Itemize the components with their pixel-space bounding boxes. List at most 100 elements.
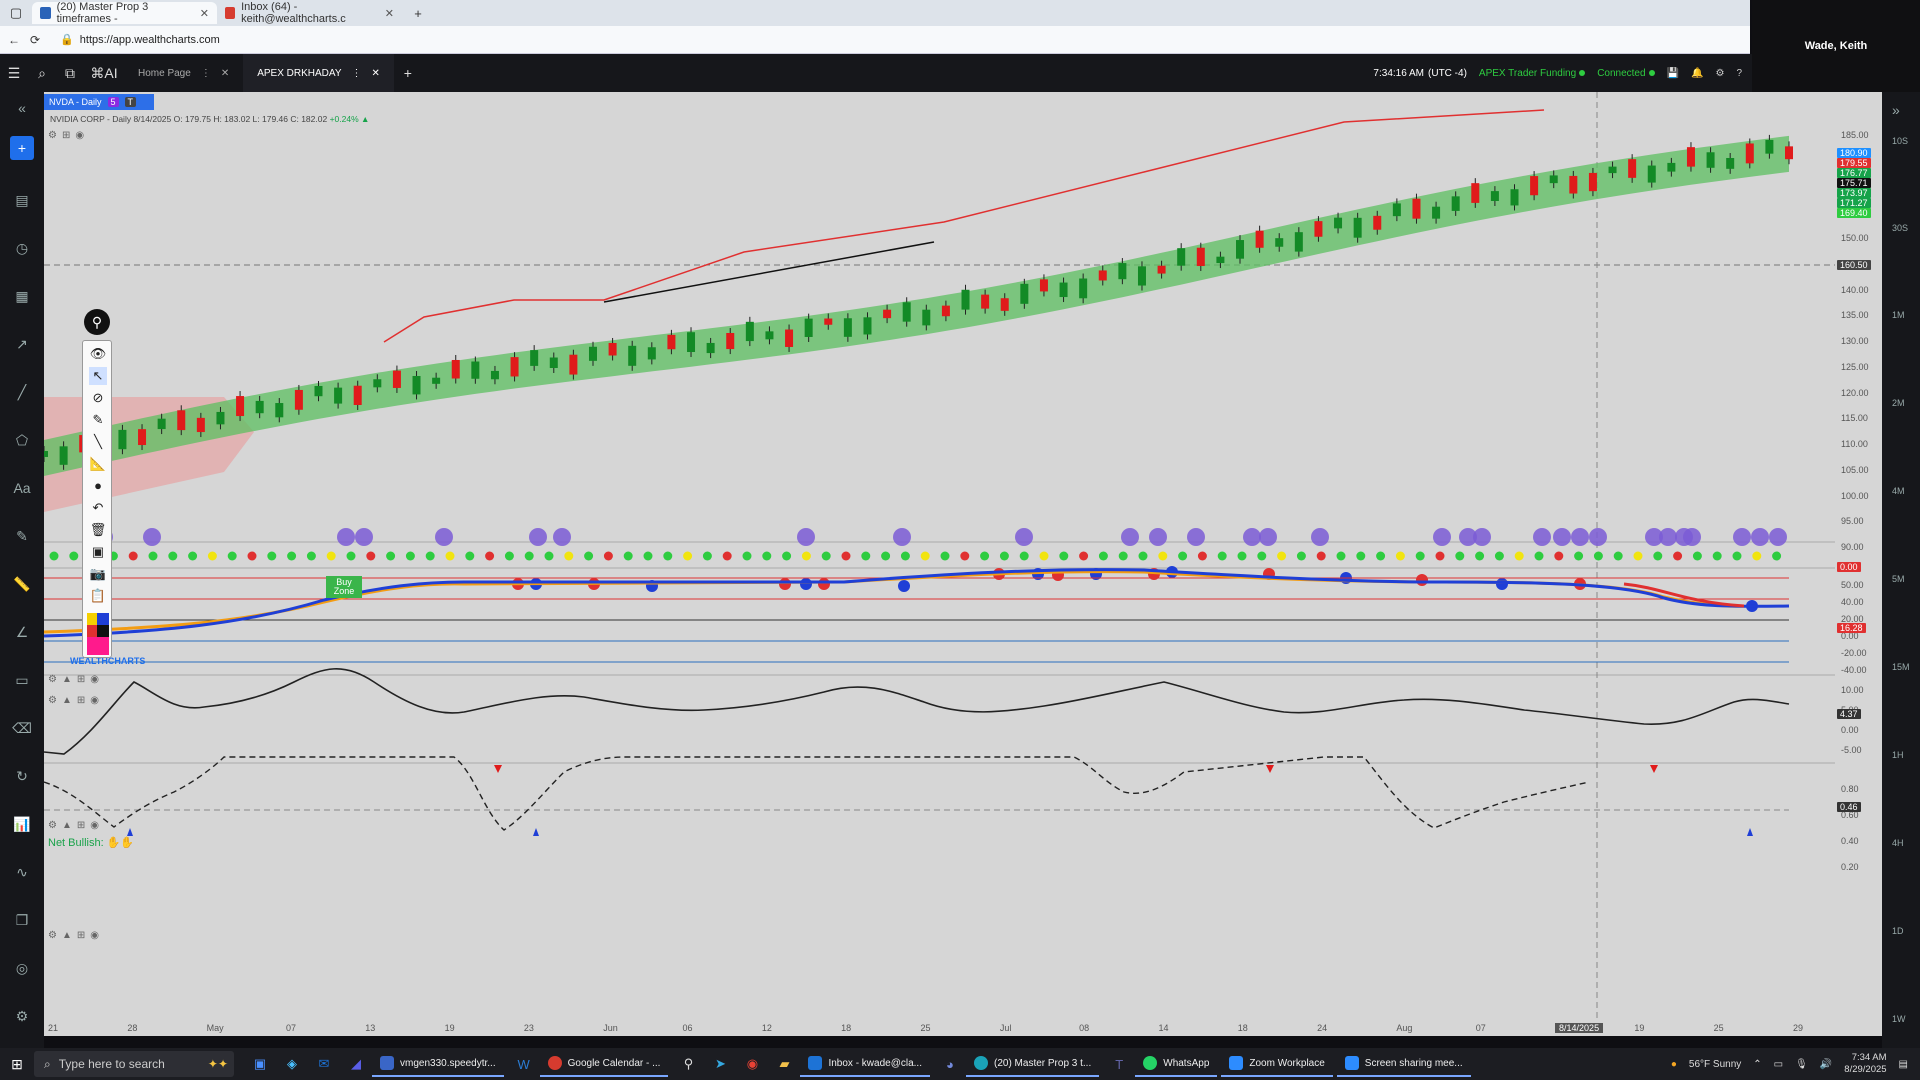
date-axis[interactable]: 21 28 May 07 13 19 23 Jun 06 12 18 25 Jul 08 14 18 24 Aug… <box>44 1020 1835 1036</box>
taskbar-app-screen-sharing[interactable]: Screen sharing mee... <box>1336 1051 1471 1077</box>
eye-icon[interactable]: 👁 <box>89 346 107 361</box>
cycle-icon[interactable]: ↻ <box>16 768 28 784</box>
maximize-icon[interactable]: ⊞ <box>76 695 86 706</box>
teams-icon[interactable]: T <box>1115 1056 1124 1072</box>
symbol-selector[interactable]: NVDA - Daily 5 T <box>44 94 154 110</box>
pane-controls[interactable]: ⚙ ▲ ⊞ ◉ <box>48 674 99 685</box>
maximize-icon[interactable]: ⊞ <box>76 674 86 685</box>
copy-icon[interactable]: ❐ <box>15 912 29 928</box>
trend-icon[interactable]: ↗ <box>16 336 28 352</box>
taskbar-app-vmgen[interactable]: vmgen330.speedytr... <box>372 1051 504 1077</box>
pencil-icon[interactable]: ✎ <box>16 528 28 544</box>
folder-icon[interactable]: ▰ <box>779 1056 790 1071</box>
settings-icon[interactable]: ⚙ <box>48 674 57 685</box>
move-up-icon[interactable]: ▲ <box>61 695 72 706</box>
pane-controls[interactable]: ⚙ ▲ ⊞ ◉ <box>48 820 99 831</box>
color-black-swatch[interactable] <box>97 625 109 637</box>
browser-tab-inbox[interactable]: Inbox (64) - keith@wealthcharts.c ✕ <box>217 1 402 25</box>
color-pink-swatch[interactable] <box>87 637 109 655</box>
close-icon[interactable]: ✕ <box>384 7 394 20</box>
taskbar-app-whatsapp[interactable]: WhatsApp <box>1135 1051 1218 1077</box>
color-yellow-swatch[interactable] <box>87 613 99 625</box>
settings-icon[interactable]: ⚙ <box>48 130 57 141</box>
color-red-swatch[interactable] <box>87 625 99 637</box>
layers-icon[interactable]: ⧉ <box>65 64 75 81</box>
text-icon[interactable]: Aa <box>13 480 31 496</box>
more-icon[interactable]: ⋮ <box>351 67 362 79</box>
timeframe-4m[interactable]: 4M <box>1892 486 1905 496</box>
add-tab-icon[interactable]: + <box>403 65 412 81</box>
cursor-icon[interactable]: ↖ <box>89 367 107 385</box>
settings-icon[interactable]: ⚙ <box>15 1008 29 1024</box>
color-blue-swatch[interactable] <box>97 613 109 625</box>
panel-icon[interactable]: ▭ <box>15 672 29 688</box>
copilot-icon[interactable]: ◈ <box>287 1056 297 1071</box>
app-icon[interactable]: ◢ <box>351 1056 361 1071</box>
maximize-icon[interactable]: ⊞ <box>61 130 71 141</box>
chart-area[interactable] <box>44 92 1882 1036</box>
add-icon[interactable]: + <box>10 136 34 160</box>
calendar-icon[interactable]: ▦ <box>15 288 29 304</box>
mic-icon[interactable]: 🎙 <box>1795 1058 1808 1070</box>
eye-icon[interactable]: ◉ <box>90 695 99 706</box>
target-icon[interactable]: ◎ <box>15 960 29 976</box>
timeframe-4h[interactable]: 4H <box>1892 838 1904 848</box>
stamp-icon[interactable]: ▣ <box>91 544 105 559</box>
timeframe-15m[interactable]: 15M <box>1892 662 1910 672</box>
tab-home-page[interactable]: Home Page ⋮ ✕ <box>124 54 243 92</box>
timeframe-1w[interactable]: 1W <box>1892 1014 1906 1024</box>
save-icon[interactable]: 💾 <box>1666 67 1680 79</box>
telegram-icon[interactable]: ➤ <box>715 1056 726 1071</box>
taskbar-search-input[interactable]: ⌕ Type here to search ✦✦ <box>34 1051 234 1077</box>
search-icon[interactable]: ⌕ <box>38 64 46 81</box>
trash-icon[interactable]: 🗑 <box>89 522 107 537</box>
taskbar-app-google-calendar[interactable]: Google Calendar - ... <box>539 1051 669 1077</box>
bar-chart-icon[interactable]: 📊 <box>13 816 31 832</box>
ruler-icon[interactable]: 📐 <box>89 456 107 471</box>
weather-text[interactable]: 56°F Sunny <box>1688 1058 1742 1070</box>
timeframe-1h[interactable]: 1H <box>1892 750 1904 760</box>
pin-icon[interactable]: ⚲ <box>84 309 110 335</box>
clipboard-icon[interactable]: 📋 <box>89 588 107 603</box>
curve-icon[interactable]: ∿ <box>16 864 28 880</box>
undo-icon[interactable]: ↶ <box>92 500 104 515</box>
timeframe-1d[interactable]: 1D <box>1892 926 1904 936</box>
move-up-icon[interactable]: ▲ <box>61 930 72 941</box>
chart-type-icon[interactable]: ▤ <box>15 192 29 208</box>
tab-apex-drkhaday[interactable]: APEX DRKHADAY ⋮ ✕ <box>243 54 394 92</box>
pane-controls[interactable]: ⚙ ⊞ ◉ <box>48 130 84 141</box>
taskbar-app-zoom[interactable]: Zoom Workplace <box>1221 1051 1333 1077</box>
reload-icon[interactable]: ⟳ <box>30 32 41 47</box>
clock-icon[interactable]: ◷ <box>15 240 29 256</box>
taskbar-clock[interactable]: 7:34 AM 8/29/2025 <box>1844 1052 1886 1076</box>
windows-start-icon[interactable]: ⊞ <box>11 1055 23 1072</box>
outlook-icon[interactable]: ✉ <box>318 1056 330 1071</box>
url-input[interactable]: 🔒 https://app.wealthcharts.com <box>50 30 1750 50</box>
magnet-icon[interactable]: ⊘ <box>92 390 104 405</box>
pane-controls[interactable]: ⚙ ▲ ⊞ ◉ <box>48 695 99 706</box>
new-tab-icon[interactable]: + <box>414 5 422 21</box>
network-icon[interactable]: ▭ <box>1773 1058 1784 1070</box>
timeframe-5m[interactable]: 5M <box>1892 574 1905 584</box>
pencil-icon[interactable]: ✎ <box>92 412 104 427</box>
close-icon[interactable]: ✕ <box>199 7 209 20</box>
angle-icon[interactable]: ∠ <box>15 624 29 640</box>
eye-icon[interactable]: ◉ <box>90 674 99 685</box>
volume-icon[interactable]: 🔊 <box>1819 1058 1833 1070</box>
settings-icon[interactable]: ⚙ <box>48 820 57 831</box>
camera-icon[interactable]: 📷 <box>89 566 107 581</box>
maximize-icon[interactable]: ⊞ <box>76 820 86 831</box>
collapse-icon[interactable]: « <box>18 100 26 116</box>
close-icon[interactable]: ✕ <box>220 67 230 79</box>
measure-icon[interactable]: 📏 <box>13 576 31 592</box>
expand-icon[interactable]: » <box>1892 102 1900 118</box>
chart-canvas[interactable] <box>44 92 1882 1036</box>
ai-icon[interactable]: ⌘AI <box>90 64 118 81</box>
pane-controls[interactable]: ⚙ ▲ ⊞ ◉ <box>48 930 99 941</box>
maximize-icon[interactable]: ⊞ <box>76 930 86 941</box>
settings-icon[interactable]: ⚙ <box>48 695 57 706</box>
taskbar-app-inbox[interactable]: Inbox - kwade@cla... <box>800 1051 930 1077</box>
menu-icon[interactable]: ☰ <box>7 64 21 81</box>
line-icon[interactable]: ╱ <box>17 384 27 400</box>
browser-tab-wealthcharts[interactable]: (20) Master Prop 3 timeframes - ✕ <box>32 1 217 25</box>
